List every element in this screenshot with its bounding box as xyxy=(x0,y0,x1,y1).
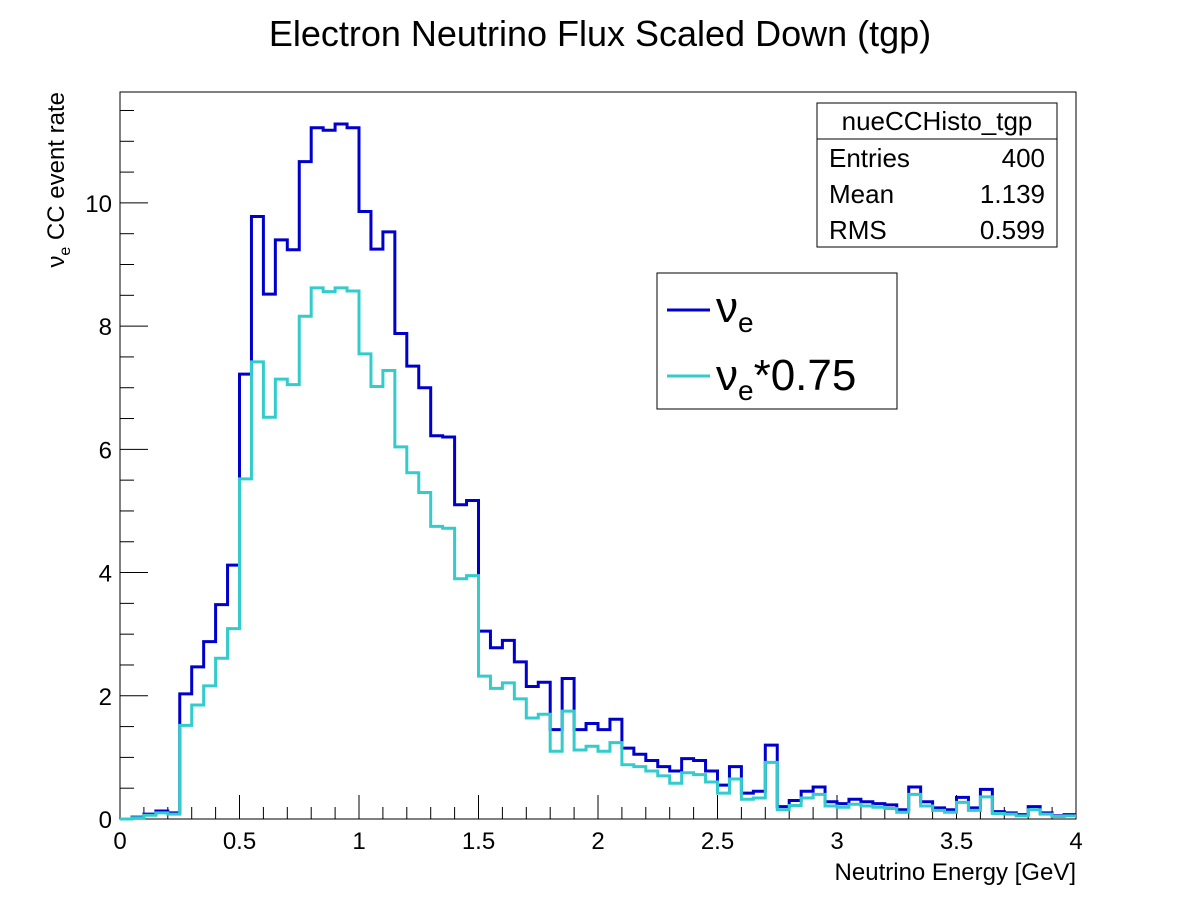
x-tick-label: 2.5 xyxy=(701,828,734,855)
legend-label-nue-symbol: ν xyxy=(716,283,738,332)
x-axis-title: Neutrino Energy [GeV] xyxy=(835,859,1076,886)
y-axis-title-subscript: e xyxy=(57,247,74,256)
legend-label-nue-scaled: νe*0.75 xyxy=(716,351,856,406)
stats-entries-value: 400 xyxy=(1002,143,1045,173)
legend-label-nue-subscript: e xyxy=(738,307,754,338)
chart-title: Electron Neutrino Flux Scaled Down (tgp) xyxy=(269,13,931,54)
x-tick-label: 1 xyxy=(352,828,365,855)
x-tick-label: 2 xyxy=(591,828,604,855)
y-tick-label: 4 xyxy=(99,561,112,588)
series-0 xyxy=(120,122,1076,821)
y-tick-label: 10 xyxy=(85,191,112,218)
y-tick-label: 8 xyxy=(99,314,112,341)
y-tick-label: 2 xyxy=(99,684,112,711)
y-tick-label: 0 xyxy=(99,807,112,834)
y-axis-title: νe CC event rate xyxy=(43,92,74,268)
stats-entries-label: Entries xyxy=(829,143,910,173)
legend-label-nue-scaled-symbol: ν xyxy=(716,351,738,400)
legend-frame xyxy=(656,272,898,410)
legend-label-nue: νe xyxy=(716,283,754,338)
plot-area: 0 0.5 1 1.5 2 2.5 3 3.5 4 0 2 4 6 8 10 xyxy=(85,91,1083,855)
x-tick-label: 0 xyxy=(113,828,126,855)
y-axis-title-text-spacer xyxy=(43,240,70,247)
stats-rms-value: 0.599 xyxy=(980,215,1045,245)
y-tick-label: 6 xyxy=(99,437,112,464)
stats-mean-value: 1.139 xyxy=(980,179,1045,209)
series-1 xyxy=(120,286,1076,821)
stats-box: nueCCHisto_tgp Entries 400 Mean 1.139 RM… xyxy=(816,102,1058,248)
stats-mean-label: Mean xyxy=(829,179,894,209)
x-tick-label: 0.5 xyxy=(223,828,256,855)
y-axis-title-group: νe CC event rate xyxy=(43,92,74,268)
y-axis-title-symbol: ν xyxy=(43,256,70,268)
stats-box-frame xyxy=(816,102,1058,248)
x-tick-label: 3 xyxy=(830,828,843,855)
histogram-line-1 xyxy=(120,286,1076,821)
stats-rms-label: RMS xyxy=(829,215,887,245)
legend: νe νe*0.75 xyxy=(656,272,898,410)
y-axis: 0 2 4 6 8 10 xyxy=(85,109,148,834)
y-axis-title-text: CC event rate xyxy=(43,92,70,240)
legend-label-nue-scaled-suffix: *0.75 xyxy=(754,351,857,400)
x-axis: 0 0.5 1 1.5 2 2.5 3 3.5 4 xyxy=(113,795,1083,855)
series-layer xyxy=(120,122,1076,821)
legend-label-nue-scaled-subscript: e xyxy=(738,375,754,406)
x-tick-label: 3.5 xyxy=(940,828,973,855)
x-tick-label: 1.5 xyxy=(462,828,495,855)
x-tick-label: 4 xyxy=(1069,828,1082,855)
histogram-line-0 xyxy=(120,122,1076,821)
stats-box-name: nueCCHisto_tgp xyxy=(842,106,1033,136)
